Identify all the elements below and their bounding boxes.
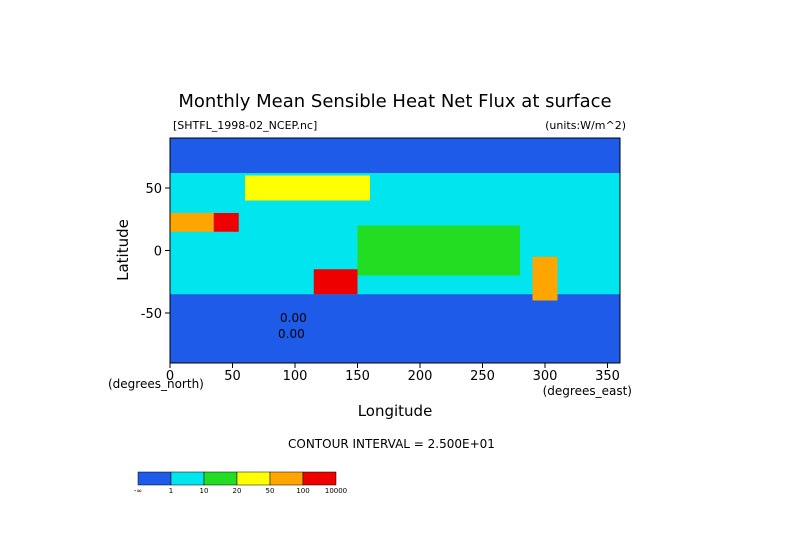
contour-label-1: 0.00 [280, 311, 307, 325]
colorbar-swatch [269, 471, 304, 486]
chart-title: Monthly Mean Sensible Heat Net Flux at s… [178, 91, 611, 112]
colorbar-swatch [203, 471, 238, 486]
region-tropical-pacific [357, 225, 520, 276]
region-north-atlantic [545, 173, 620, 213]
region-north-asia [245, 175, 370, 201]
colorbar-swatch [137, 471, 172, 486]
y-tick-label: 0 [154, 245, 162, 260]
x-tick-label: 100 [283, 369, 308, 384]
region-sahara [170, 213, 214, 232]
colorbar-tick-label: 20 [233, 487, 242, 495]
y-tick-label: 50 [145, 182, 162, 197]
y-ticks: 50 0 -50 [141, 182, 170, 322]
contour-label-2: 0.00 [278, 327, 305, 341]
x-tick-label: 200 [408, 369, 433, 384]
colorbar-tick-label: 1 [169, 487, 173, 495]
colorbar: -∞ 1 10 20 50 100 10000 [134, 471, 347, 495]
colorbar-swatch [236, 471, 271, 486]
region-arabia [213, 213, 239, 232]
map-area [169, 137, 621, 364]
x-tick-label: 150 [345, 369, 370, 384]
units-label: (units:W/m^2) [545, 119, 626, 132]
x-tick-label: 350 [595, 369, 620, 384]
file-label: [SHTFL_1998-02_NCEP.nc] [173, 119, 317, 132]
region-australia [313, 269, 358, 295]
region-arctic-ocean [170, 138, 620, 173]
y-tick-label: -50 [141, 307, 162, 322]
colorbar-swatch [302, 471, 337, 486]
y-unit-label: (degrees_north) [108, 377, 204, 391]
colorbar-swatch [170, 471, 205, 486]
x-ticks: 0 50 100 150 200 250 300 350 [166, 363, 620, 384]
contour-interval: CONTOUR INTERVAL = 2.500E+01 [288, 437, 495, 451]
x-tick-label: 0 [166, 369, 174, 384]
y-axis-label: Latitude [114, 219, 132, 281]
colorbar-tick-label: 10 [200, 487, 209, 495]
colorbar-tick-label: 100 [296, 487, 309, 495]
region-southern-ocean [170, 294, 620, 363]
x-tick-label: 250 [470, 369, 495, 384]
colorbar-tick-label: 50 [266, 487, 275, 495]
colorbar-tick-label: -∞ [134, 487, 142, 495]
flux-regions [170, 138, 620, 363]
x-tick-label: 50 [224, 369, 241, 384]
x-axis-label: Longitude [358, 402, 433, 420]
region-south-america [532, 256, 558, 301]
x-tick-label: 300 [533, 369, 558, 384]
colorbar-tick-label: 10000 [325, 487, 347, 495]
x-unit-label: (degrees_east) [543, 384, 632, 398]
